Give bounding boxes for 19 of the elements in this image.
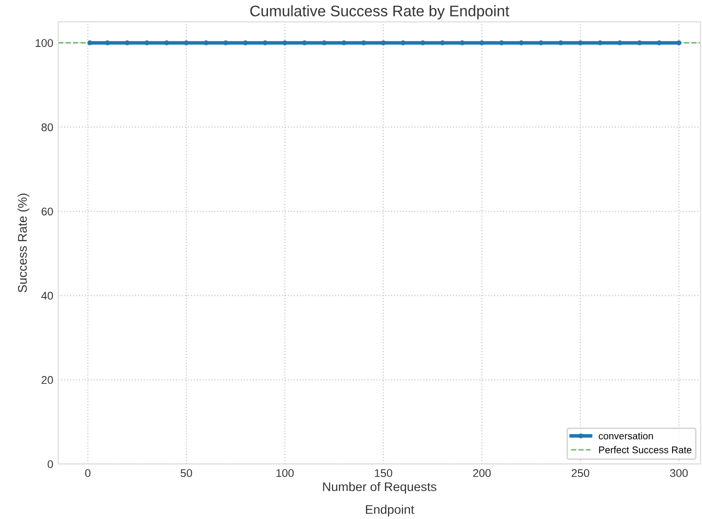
x-tick-label: 150: [374, 469, 392, 478]
y-axis-title: Success Rate (%): [18, 194, 30, 292]
x-tick-label: 100: [276, 469, 294, 478]
x-axis-title: Number of Requests: [323, 482, 436, 494]
y-tick-label: 100: [36, 39, 53, 47]
y-tick-label: 0: [48, 460, 53, 468]
y-tick-label: 60: [42, 208, 53, 216]
x-tick-label: 0: [85, 469, 90, 478]
x-tick-label: 200: [473, 469, 491, 478]
text: Endpoint: [366, 504, 414, 516]
y-tick-label: 40: [41, 292, 53, 300]
chart-title: Cumulative Success Rate by Endpoint: [250, 5, 510, 20]
y-tick-label: 20: [42, 376, 53, 384]
legend-label: conversation: [598, 432, 653, 440]
legend-label: Perfect Success Rate: [599, 446, 692, 454]
x-tick-label: 50: [180, 469, 192, 478]
y-tick-label: 80: [42, 123, 53, 132]
x-tick-label: 250: [572, 469, 590, 478]
x-tick-label: 300: [670, 469, 688, 478]
